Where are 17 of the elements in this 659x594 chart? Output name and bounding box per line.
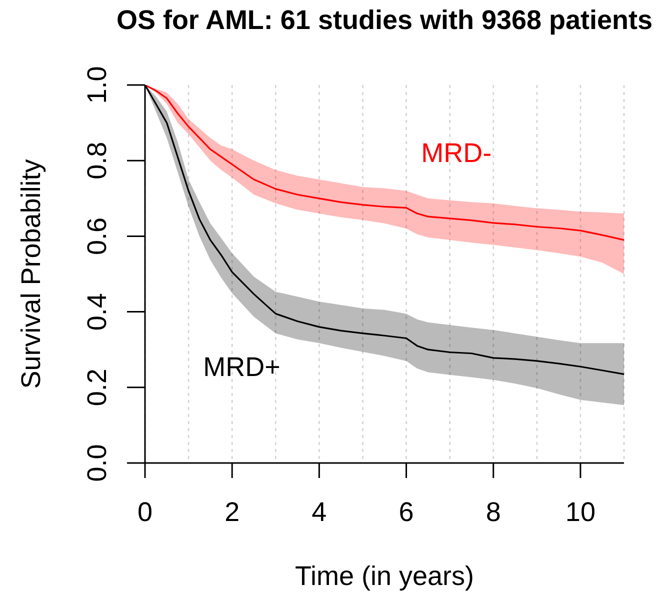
x-tick-label: 2 bbox=[224, 497, 240, 527]
x-tick-label: 8 bbox=[486, 497, 501, 527]
y-tick-label: 0.2 bbox=[82, 368, 112, 406]
y-tick-label: 0.6 bbox=[82, 217, 112, 255]
x-axis-title: Time (in years) bbox=[294, 560, 474, 592]
series-label: MRD- bbox=[421, 137, 492, 170]
chart-title: OS for AML: 61 studies with 9368 patients bbox=[116, 4, 653, 36]
x-tick-label: 4 bbox=[312, 497, 327, 527]
y-tick-label: 1.0 bbox=[82, 66, 112, 104]
x-tick-label: 0 bbox=[137, 497, 153, 527]
x-tick-label: 10 bbox=[565, 497, 596, 527]
y-axis-title: Survival Probability bbox=[15, 159, 47, 389]
x-tick-label: 6 bbox=[398, 497, 414, 527]
y-tick-label: 0.0 bbox=[82, 444, 112, 482]
y-tick-label: 0.8 bbox=[82, 142, 112, 180]
y-tick-label: 0.4 bbox=[82, 293, 112, 331]
series-label: MRD+ bbox=[203, 350, 280, 383]
